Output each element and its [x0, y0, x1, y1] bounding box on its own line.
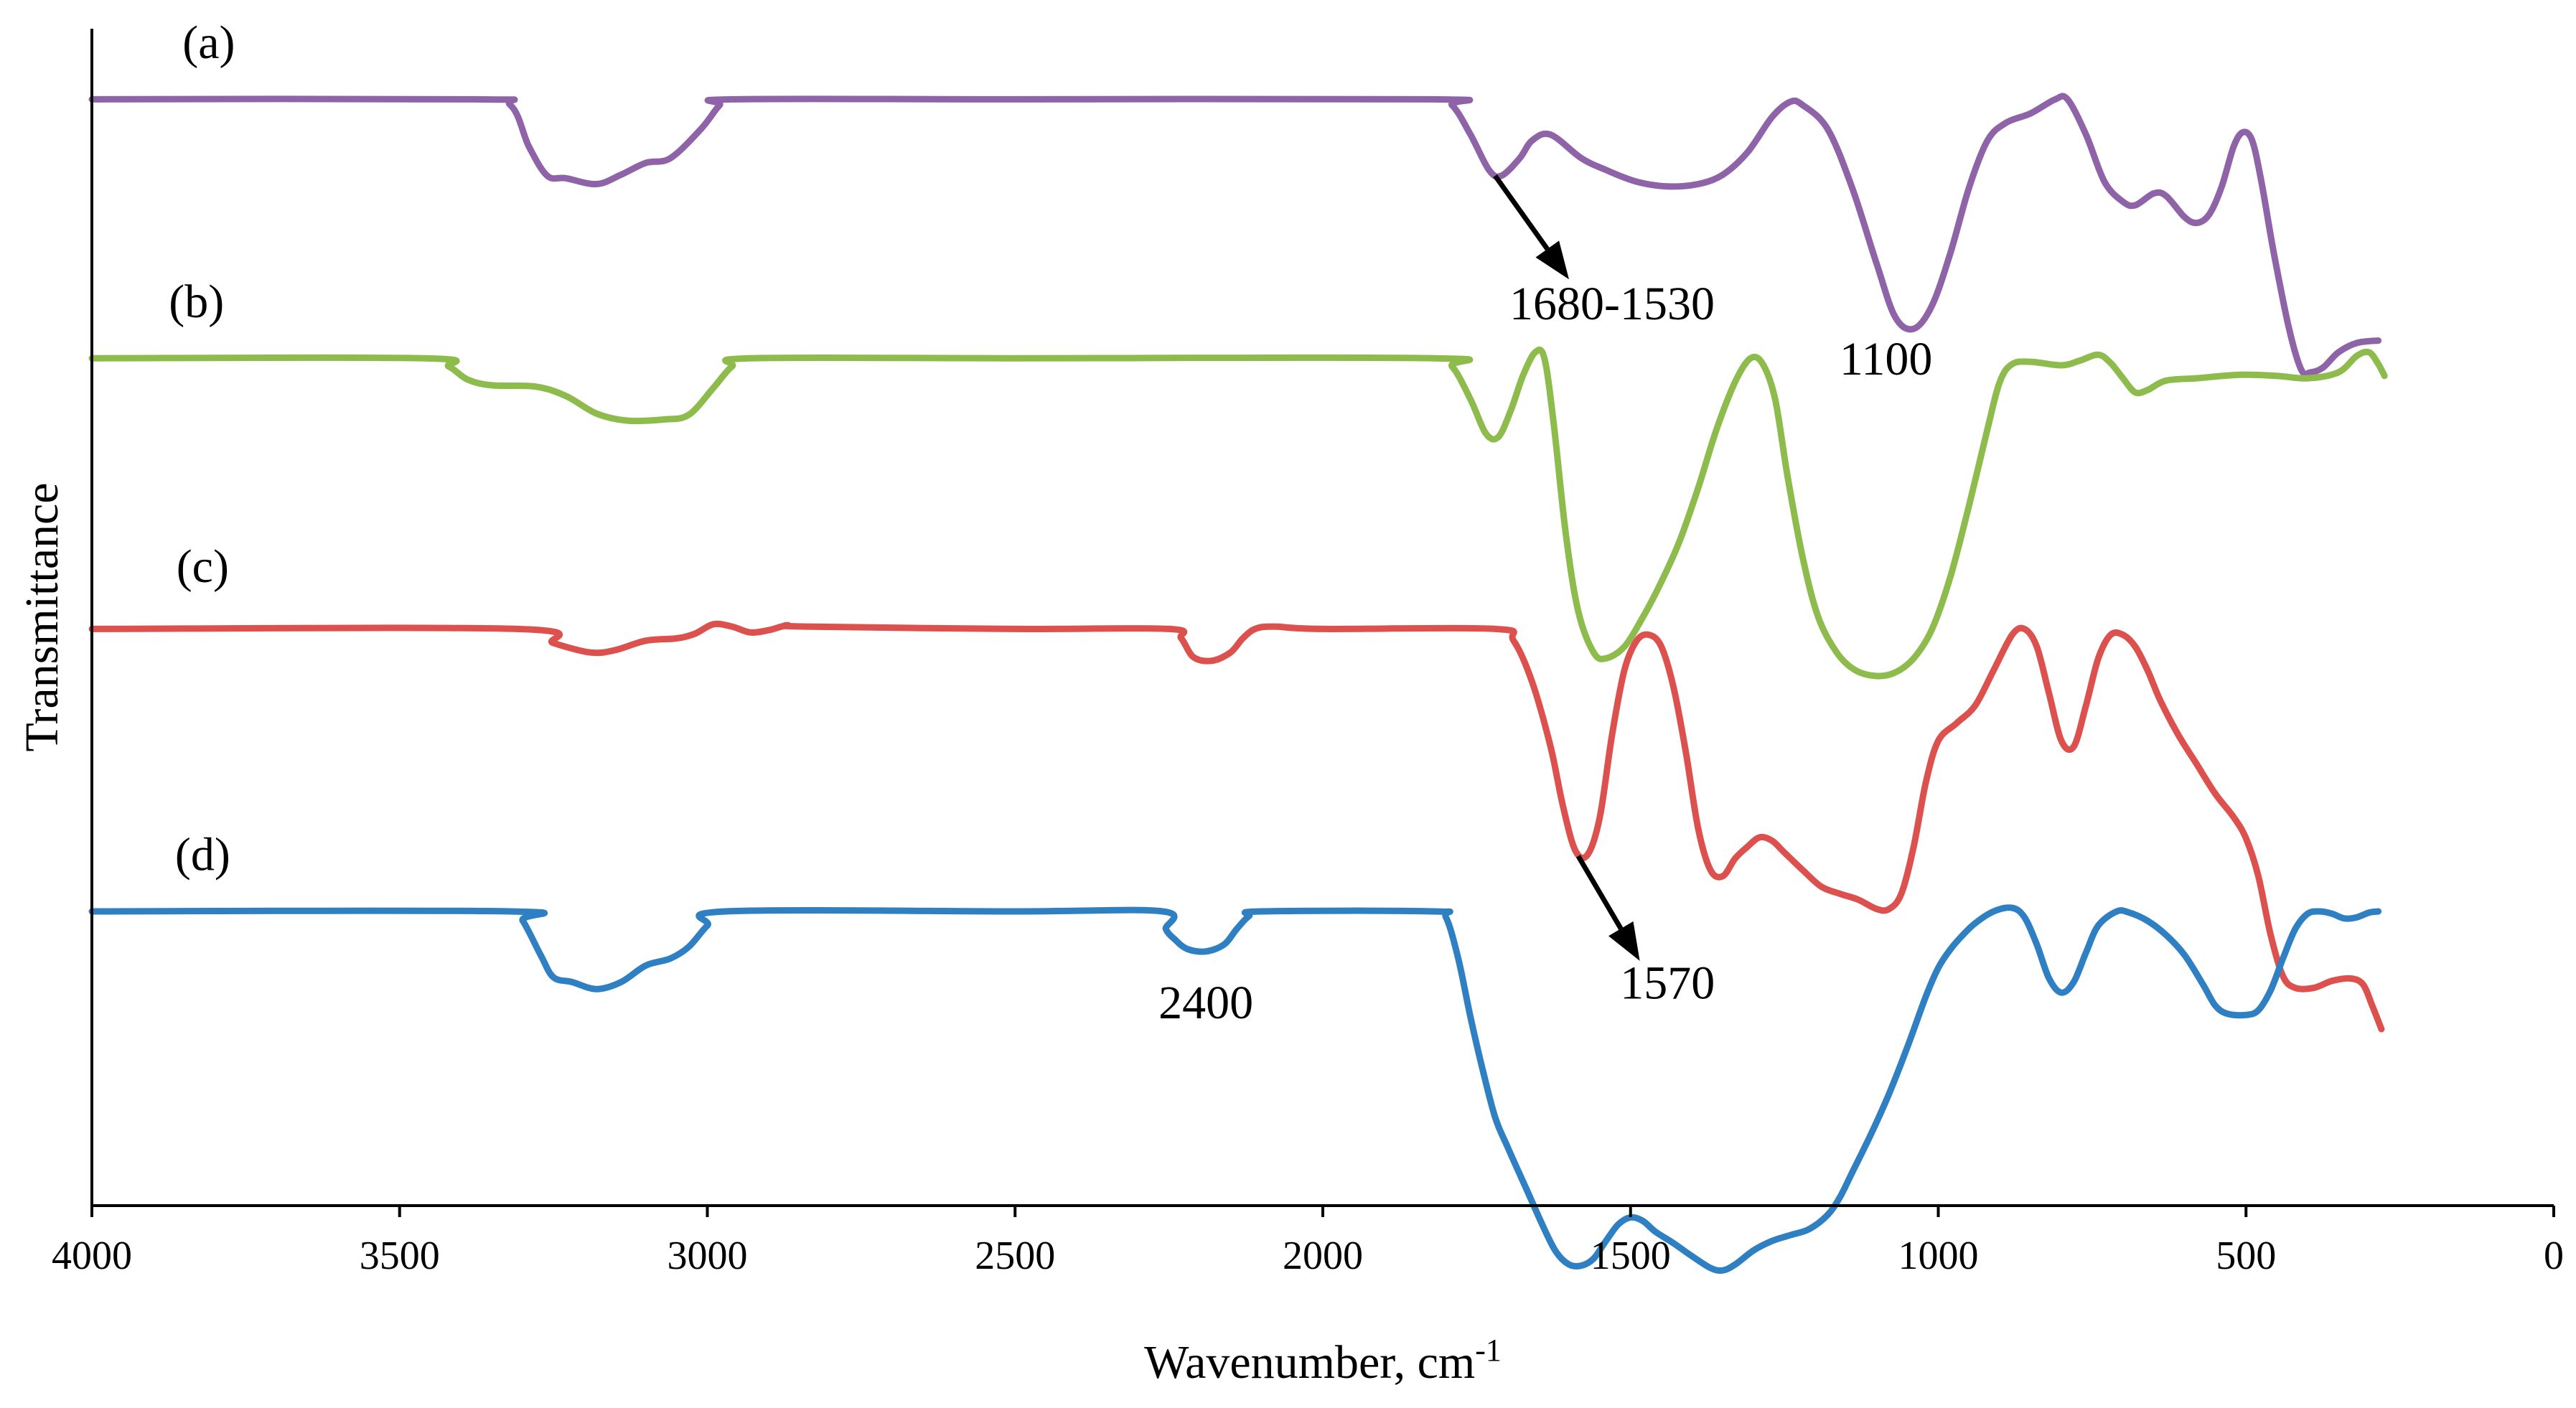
annotation-arrow-shaft: [1575, 855, 1624, 930]
annotation-arrow-head: [1608, 921, 1640, 961]
annotation-label: 1680-1530: [1509, 278, 1715, 330]
series-line-d: [88, 904, 2382, 1274]
series-line-c: [88, 620, 2385, 1033]
x-axis-title-superscript: -1: [1475, 1333, 1502, 1368]
series-line-a: [88, 93, 2382, 377]
series-labels: (a) (b) (c) (d): [169, 17, 235, 881]
series-label-d: (d): [175, 829, 230, 881]
x-tick-label: 3500: [360, 1234, 440, 1278]
annotation-label: 2400: [1158, 977, 1253, 1029]
x-tick-label: 500: [2216, 1234, 2276, 1278]
x-tick-label: 1500: [1591, 1234, 1671, 1278]
x-tick-label: 2500: [975, 1234, 1055, 1278]
annotation-arrow-head: [1535, 240, 1569, 280]
x-ticks: 4000 3500 3000 2500 2000 1500 1000 500 0: [52, 1206, 2564, 1278]
x-axis-title-main: Wavenumber, cm: [1144, 1336, 1475, 1389]
series-label-b: (b): [169, 276, 224, 328]
x-tick-label: 4000: [52, 1234, 132, 1278]
annotation-layer: 1680-1530 1100 1570 2400: [1158, 174, 1933, 1029]
y-axis-title: Transmittance: [16, 482, 68, 751]
x-tick-label: 1000: [1898, 1234, 1979, 1278]
series-layer: [88, 93, 2388, 1274]
annotation-arrow-shaft: [1493, 174, 1550, 251]
x-tick-label: 3000: [668, 1234, 748, 1278]
x-axis-title: Wavenumber, cm-1: [1144, 1333, 1502, 1389]
x-tick-label: 2000: [1283, 1234, 1363, 1278]
annotation-label: 1100: [1840, 333, 1933, 385]
series-line-b: [88, 346, 2388, 680]
annotation-label: 1570: [1620, 957, 1715, 1009]
series-label-a: (a): [182, 17, 235, 69]
axis-layer: 4000 3500 3000 2500 2000 1500 1000 500 0: [52, 29, 2564, 1278]
x-tick-label: 0: [2544, 1234, 2564, 1278]
series-label-c: (c): [177, 540, 229, 593]
